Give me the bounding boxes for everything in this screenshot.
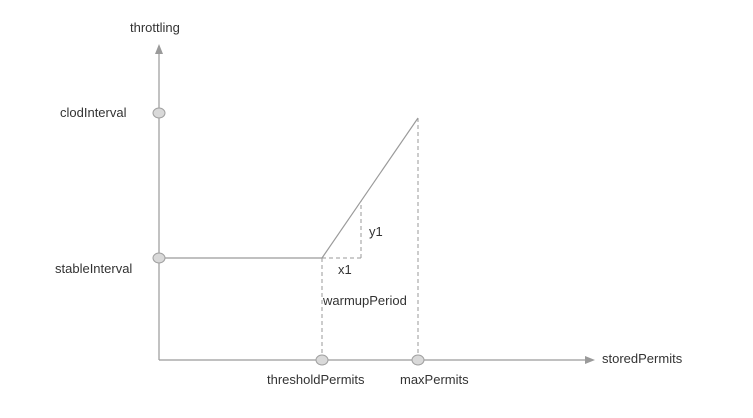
max-permits-knob bbox=[411, 354, 425, 366]
x-tick-threshold-permits: thresholdPermits bbox=[267, 372, 365, 387]
slope-x1-label: x1 bbox=[338, 262, 352, 277]
x-axis-label: storedPermits bbox=[602, 351, 683, 366]
y-tick-clod-interval: clodInterval bbox=[60, 105, 127, 120]
x-tick-max-permits: maxPermits bbox=[400, 372, 469, 387]
y-tick-stable-interval: stableInterval bbox=[55, 261, 132, 276]
clod-interval-knob bbox=[152, 107, 166, 119]
y-axis-label: throttling bbox=[130, 20, 180, 35]
warmup-period-label: warmupPeriod bbox=[322, 293, 407, 308]
threshold-permits-knob bbox=[315, 354, 329, 366]
stable-interval-knob bbox=[152, 252, 166, 264]
y-axis-arrowhead bbox=[155, 44, 163, 54]
warmup-slope-line bbox=[321, 117, 419, 259]
slope-y1-label: y1 bbox=[369, 224, 383, 239]
x-axis-arrowhead bbox=[585, 356, 595, 364]
